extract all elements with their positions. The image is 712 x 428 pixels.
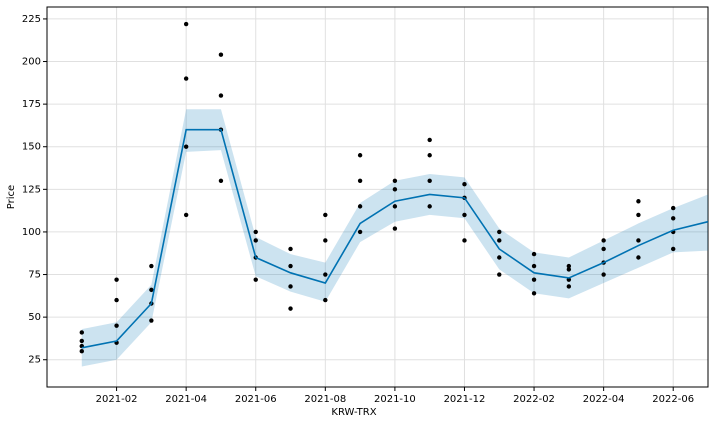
observed-point <box>497 229 502 235</box>
observed-point <box>392 187 398 192</box>
observed-point <box>497 255 502 260</box>
x-tick-label: 2021-10 <box>374 394 416 405</box>
y-tick-label: 200 <box>22 57 41 68</box>
y-tick-label: 175 <box>22 99 41 110</box>
observed-point <box>462 238 467 243</box>
observed-point <box>79 330 84 335</box>
observed-point <box>671 246 676 252</box>
observed-point <box>218 93 224 98</box>
y-tick-label: 100 <box>22 227 41 238</box>
observed-point <box>427 204 432 209</box>
observed-point <box>357 153 363 158</box>
observed-point <box>636 255 641 260</box>
observed-point <box>149 318 154 323</box>
observed-point <box>497 272 502 277</box>
observed-point <box>636 212 641 218</box>
observed-point <box>566 267 572 272</box>
x-tick-label: 2021-06 <box>235 394 277 405</box>
x-tick-label: 2021-08 <box>304 394 346 405</box>
y-tick-label: 150 <box>22 142 41 153</box>
observed-point <box>218 52 224 57</box>
observed-point <box>601 272 606 277</box>
observed-point <box>218 178 224 184</box>
observed-point <box>253 229 258 235</box>
observed-point <box>601 238 606 243</box>
observed-point <box>323 297 328 303</box>
y-tick-label: 75 <box>28 270 41 281</box>
x-tick-label: 2021-02 <box>96 394 138 405</box>
observed-point <box>566 263 572 269</box>
observed-point <box>357 204 363 209</box>
observed-point <box>636 238 641 243</box>
observed-point <box>183 21 189 27</box>
observed-point <box>288 246 293 252</box>
x-tick-label: 2021-12 <box>444 394 486 405</box>
x-tick-label: 2022-02 <box>513 394 555 405</box>
observed-point <box>671 216 676 221</box>
observed-point <box>357 178 363 184</box>
observed-point <box>427 153 432 158</box>
y-axis-label: Price <box>6 185 17 209</box>
observed-point <box>288 263 293 269</box>
observed-point <box>114 297 119 303</box>
observed-point <box>149 263 154 269</box>
observed-point <box>323 212 328 218</box>
observed-point <box>114 323 119 328</box>
observed-point <box>531 277 537 282</box>
plot-frame <box>46 6 709 388</box>
observed-point <box>671 205 676 211</box>
observed-point <box>392 226 398 231</box>
observed-point <box>531 291 537 296</box>
y-tick-label: 125 <box>22 184 41 195</box>
observed-point <box>636 199 641 204</box>
observed-point <box>357 229 363 235</box>
observed-point <box>497 238 502 243</box>
y-tick-label: 25 <box>28 355 41 366</box>
observed-point <box>288 306 293 311</box>
observed-point <box>601 246 606 252</box>
observed-point <box>114 277 119 282</box>
forecast-line <box>81 128 709 349</box>
y-tick-label: 50 <box>28 312 41 323</box>
observed-point <box>427 137 432 143</box>
observed-point <box>79 338 84 344</box>
observed-point <box>183 144 189 149</box>
x-tick-label: 2022-06 <box>652 394 694 405</box>
observed-point <box>149 287 154 293</box>
observed-point <box>183 212 189 218</box>
observed-point <box>323 238 328 243</box>
observed-point <box>531 263 537 269</box>
observed-point <box>566 284 572 289</box>
uncertainty-band <box>81 109 708 367</box>
x-tick-label: 2022-04 <box>583 394 625 405</box>
y-tick-label: 225 <box>22 14 41 25</box>
observed-point <box>323 272 328 277</box>
observed-point <box>79 349 84 354</box>
observed-point <box>253 277 258 282</box>
observed-point <box>183 76 189 81</box>
observed-point <box>288 284 293 289</box>
observed-point <box>462 212 467 218</box>
observed-point <box>427 178 432 184</box>
x-axis-label: KRW-TRX <box>331 407 376 418</box>
observed-point <box>462 182 467 187</box>
x-tick-label: 2021-04 <box>165 394 207 405</box>
observed-point <box>253 238 258 243</box>
observed-point <box>392 178 398 184</box>
observed-point <box>531 251 537 257</box>
observed-point <box>392 204 398 209</box>
